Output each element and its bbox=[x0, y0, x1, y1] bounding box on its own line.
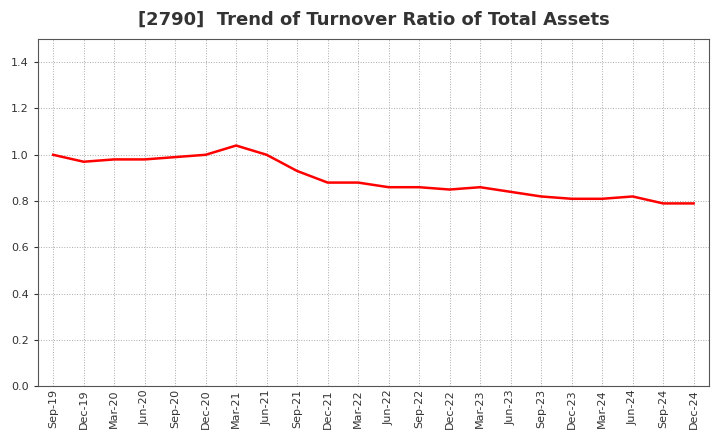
Title: [2790]  Trend of Turnover Ratio of Total Assets: [2790] Trend of Turnover Ratio of Total … bbox=[138, 11, 609, 29]
